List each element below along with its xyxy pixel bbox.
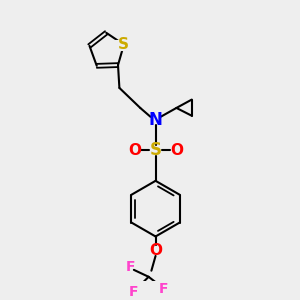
Text: S: S xyxy=(150,141,162,159)
Text: F: F xyxy=(129,285,138,299)
Text: S: S xyxy=(118,37,129,52)
Text: O: O xyxy=(170,143,183,158)
Text: O: O xyxy=(149,243,162,258)
Text: F: F xyxy=(159,282,169,296)
Text: O: O xyxy=(128,143,141,158)
Text: N: N xyxy=(148,111,163,129)
Text: F: F xyxy=(126,260,135,274)
